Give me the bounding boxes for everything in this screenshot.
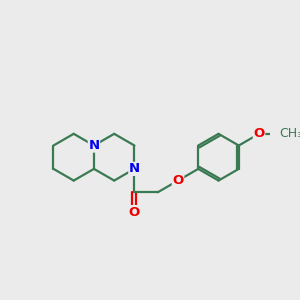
Text: O: O [254, 127, 265, 140]
Text: N: N [88, 139, 100, 152]
Text: N: N [129, 162, 140, 176]
Text: O: O [129, 206, 140, 219]
Text: O: O [172, 174, 184, 187]
Text: CH₃: CH₃ [279, 127, 300, 140]
